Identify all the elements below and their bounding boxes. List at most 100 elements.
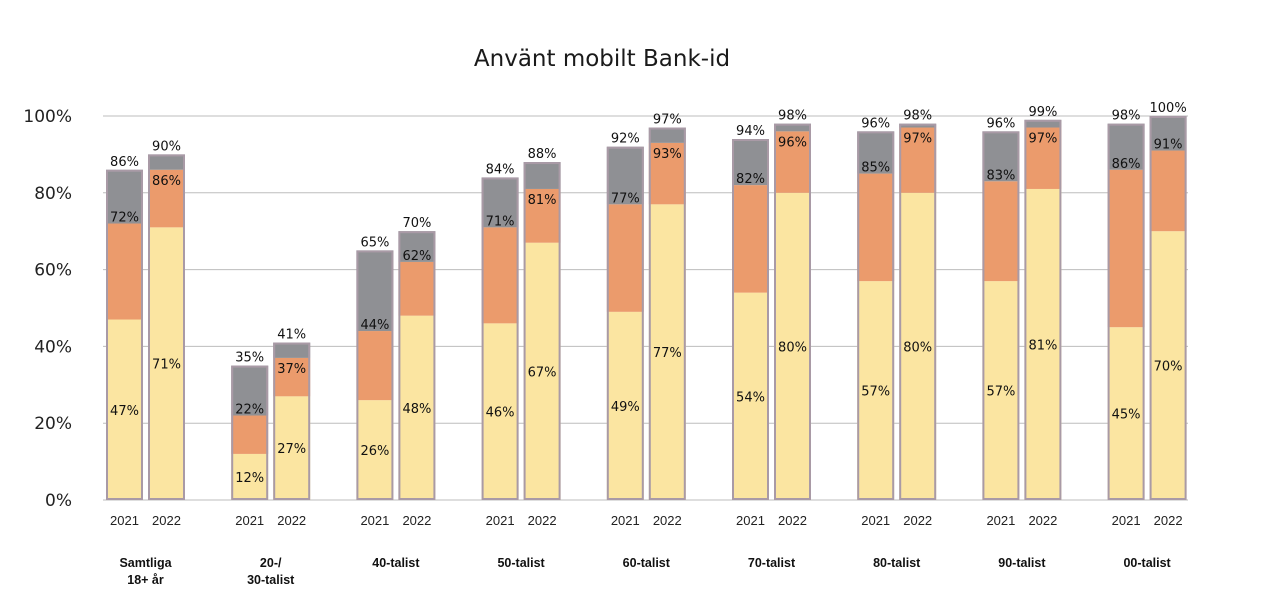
data-label-orange: 96% — [778, 135, 807, 150]
bar-orange-segment — [982, 181, 1020, 282]
data-label-total: 86% — [110, 155, 139, 170]
bar-outline — [732, 139, 769, 500]
data-label-yellow: 49% — [611, 400, 640, 415]
x-group-label: 90-talist — [998, 556, 1046, 570]
data-label-total: 35% — [235, 351, 264, 366]
y-axis-ticks: 0% 20% 40% 60% 80% 100% — [23, 107, 72, 511]
data-label-orange: 77% — [611, 191, 640, 206]
bar-orange-segment — [356, 331, 394, 401]
data-label-orange: 82% — [736, 172, 765, 187]
bar-orange-segment — [481, 227, 519, 324]
data-label-orange: 44% — [360, 318, 389, 333]
data-label-total: 96% — [986, 116, 1015, 131]
data-label-total: 88% — [528, 147, 557, 162]
data-label-total: 90% — [152, 139, 181, 154]
bar-orange-segment — [774, 131, 811, 193]
data-label-yellow: 77% — [653, 346, 682, 361]
bar-outline — [1107, 123, 1145, 501]
x-axis-labels: 2021 2022 Samtliga 18+ år 2021 2022 20-/30-tal… — [110, 513, 1183, 587]
x-year-label: 2021 — [486, 513, 515, 528]
bar-orange-segment — [148, 169, 185, 228]
x-year-label: 2021 — [736, 513, 765, 528]
bar-yellow-segment — [148, 227, 185, 501]
bar-yellow-segment — [106, 319, 143, 500]
data-label-total: 41% — [277, 328, 306, 343]
bar-gray-segment — [857, 131, 895, 174]
y-tick-label: 60% — [34, 261, 72, 281]
bar-orange-segment — [857, 173, 895, 282]
x-group-label: 20-/30-talist — [247, 556, 295, 587]
bars — [106, 116, 1187, 501]
y-tick-label: 80% — [34, 184, 72, 204]
data-label-total: 98% — [1112, 109, 1141, 124]
data-label-total: 92% — [611, 132, 640, 147]
bar-yellow-segment — [1024, 188, 1062, 500]
bar-gray-segment — [231, 365, 269, 416]
x-year-label: 2022 — [402, 513, 431, 528]
bar-yellow-segment — [398, 315, 436, 500]
bar-yellow-segment — [1149, 231, 1187, 500]
bar-gray-segment — [1024, 119, 1062, 128]
y-tick-label: 0% — [45, 491, 72, 511]
x-year-label: 2022 — [653, 513, 682, 528]
data-label-total: 94% — [736, 124, 765, 139]
bar-outline — [606, 146, 644, 500]
data-label-orange: 86% — [152, 174, 181, 189]
data-label-orange: 85% — [861, 161, 890, 176]
x-group-label: Samtliga 18+ år — [119, 556, 172, 587]
data-label-yellow: 81% — [1028, 338, 1057, 353]
data-label-yellow: 12% — [235, 471, 264, 486]
data-label-total: 97% — [653, 113, 682, 128]
bar-yellow-segment — [857, 281, 895, 500]
data-label-yellow: 46% — [486, 406, 515, 421]
bar-yellow-segment — [732, 292, 769, 500]
data-labels: 47% 72% 86% 71% 86% 90% 12% 22% 35% 27% 37% 41% 26% 4… — [110, 101, 1187, 486]
x-year-label: 2022 — [778, 513, 807, 528]
x-year-label: 2022 — [1028, 513, 1057, 528]
data-label-orange: 91% — [1154, 138, 1183, 153]
x-year-label: 2021 — [861, 513, 890, 528]
x-year-label: 2021 — [611, 513, 640, 528]
bar-gray-segment — [606, 146, 644, 205]
x-group-label: 70-talist — [748, 556, 796, 570]
bar-gray-segment — [481, 177, 519, 228]
x-year-label: 2022 — [152, 513, 181, 528]
bar-yellow-segment — [523, 242, 561, 500]
bar-gray-segment — [106, 169, 143, 224]
bar-outline — [523, 162, 561, 501]
x-year-label: 2022 — [903, 513, 932, 528]
x-year-label: 2022 — [1154, 513, 1183, 528]
bar-orange-segment — [398, 261, 436, 316]
x-group-label: 00-talist — [1123, 556, 1171, 570]
data-label-orange: 71% — [486, 214, 515, 229]
bar-yellow-segment — [606, 311, 644, 500]
data-label-yellow: 45% — [1112, 408, 1141, 423]
data-label-orange: 97% — [903, 132, 932, 147]
data-label-orange: 81% — [528, 193, 557, 208]
x-group-label: 80-talist — [873, 556, 921, 570]
x-year-label: 2021 — [360, 513, 389, 528]
bar-gray-segment — [398, 231, 436, 262]
data-label-yellow: 80% — [903, 340, 932, 355]
bar-orange-segment — [106, 223, 143, 320]
bar-orange-segment — [899, 127, 937, 193]
bar-orange-segment — [1149, 150, 1187, 232]
data-label-total: 100% — [1150, 101, 1187, 116]
bar-gray-segment — [1107, 123, 1145, 170]
bar-orange-segment — [273, 357, 311, 397]
x-group-label: 40-talist — [372, 556, 420, 570]
bar-gray-segment — [523, 162, 561, 189]
bar-gray-segment — [356, 250, 394, 332]
data-label-total: 65% — [360, 235, 389, 250]
bar-outline — [982, 131, 1020, 501]
bar-yellow-segment — [899, 192, 937, 501]
data-label-orange: 86% — [1112, 157, 1141, 172]
data-label-yellow: 70% — [1154, 360, 1183, 375]
bar-outline — [1149, 116, 1187, 500]
data-label-total: 84% — [486, 162, 515, 177]
data-label-yellow: 27% — [277, 442, 306, 457]
bar-orange-segment — [1107, 169, 1145, 328]
bar-orange-segment — [648, 142, 686, 205]
bar-outline — [273, 342, 311, 500]
x-year-label: 2021 — [110, 513, 139, 528]
